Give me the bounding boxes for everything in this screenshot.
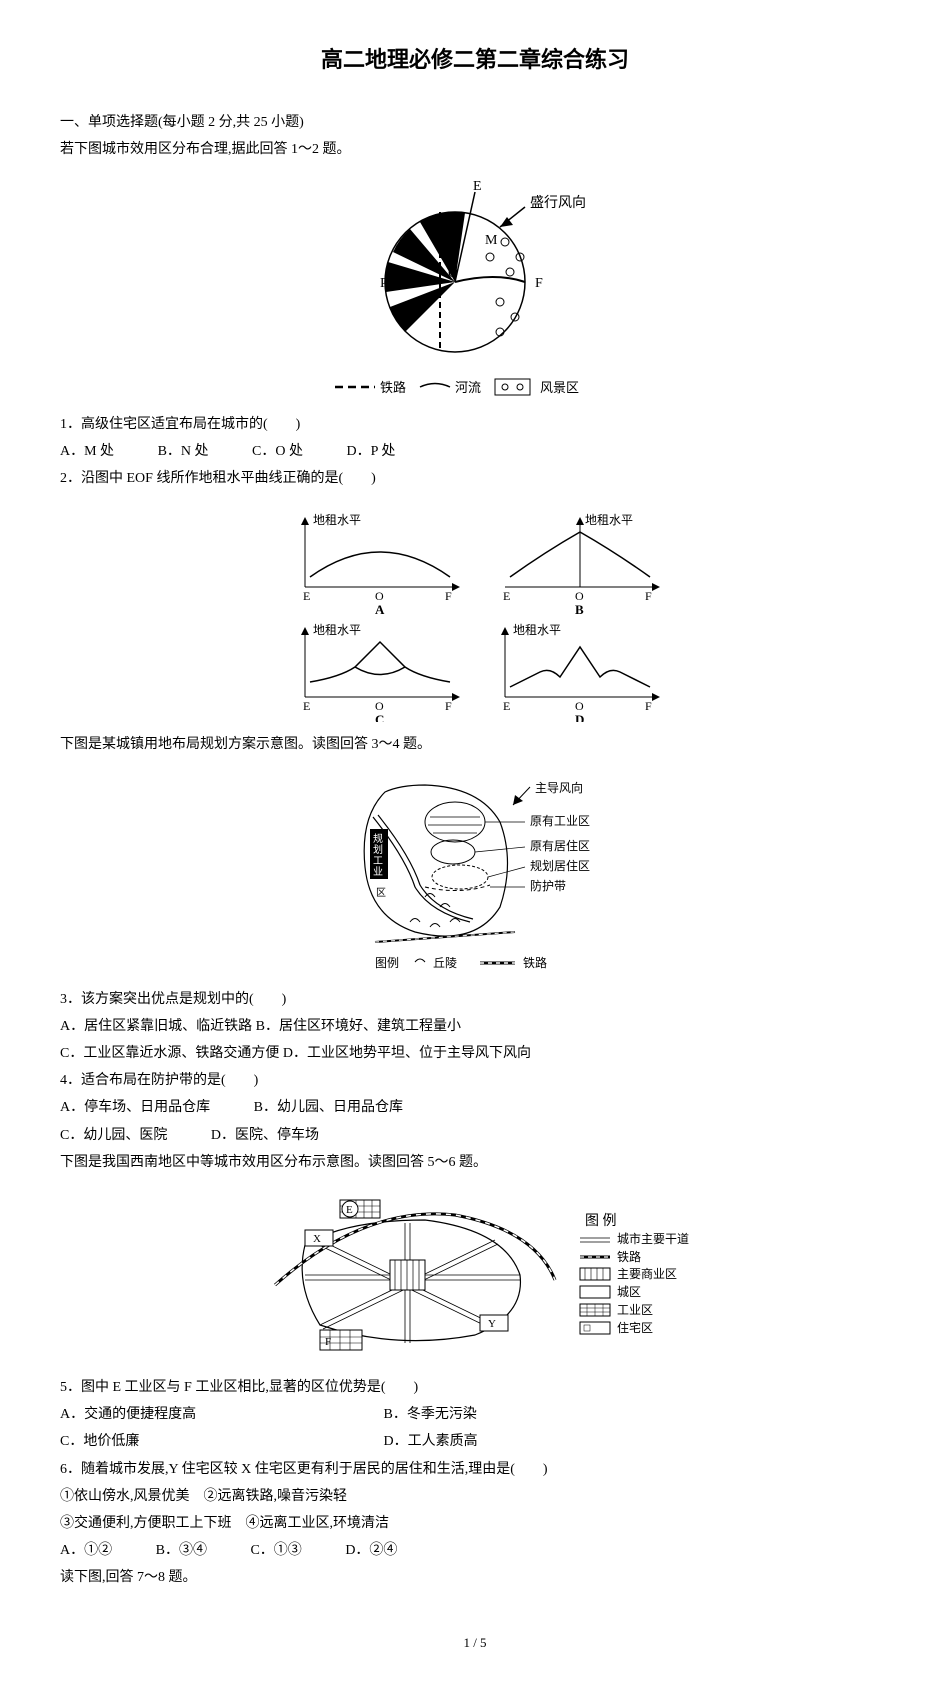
q1-opt-b: B．N 处 — [158, 439, 209, 464]
svg-text:O: O — [575, 589, 584, 603]
q6-opt-c: C．①③ — [250, 1538, 301, 1563]
svg-text:主要商业区: 主要商业区 — [617, 1266, 677, 1281]
svg-text:工: 工 — [373, 856, 383, 867]
q5-options-2: C．地价低廉 D．工人素质高 — [60, 1429, 890, 1454]
svg-text:原有居住区: 原有居住区 — [530, 839, 590, 853]
q1-opt-d: D．P 处 — [346, 439, 395, 464]
svg-text:地租水平: 地租水平 — [585, 513, 633, 527]
intro-q7-8: 读下图,回答 7～8 题。 — [60, 1565, 890, 1590]
q6-opt-b: B．③④ — [156, 1538, 207, 1563]
q4-opt-a: A．停车场、日用品仓库 — [60, 1095, 210, 1120]
svg-text:划: 划 — [373, 843, 383, 856]
q5-options-1: A．交通的便捷程度高 B．冬季无污染 — [60, 1402, 890, 1427]
label-F: F — [535, 276, 543, 291]
figure-2-charts: 地租水平 E O F A 地租水平 E O F B 地租水平 — [60, 502, 890, 722]
q1-text: 1．高级住宅区适宜布局在城市的( ) — [60, 412, 890, 437]
svg-text:O: O — [375, 589, 384, 603]
svg-text:地租水平: 地租水平 — [513, 623, 561, 637]
q6-opt-d: D．②④ — [345, 1538, 397, 1563]
label-M: M — [485, 233, 498, 248]
svg-text:E: E — [503, 589, 510, 603]
q5-opt-d: D．工人素质高 — [384, 1429, 478, 1454]
q4-opt-c: C．幼儿园、医院 — [60, 1123, 167, 1148]
q5-opt-c: C．地价低廉 — [60, 1429, 340, 1454]
svg-text:A: A — [375, 602, 385, 617]
label-E: E — [473, 179, 482, 194]
figure-5: E F X Y 图 例 城市主要干道 铁路 主要商业区 — [60, 1185, 890, 1365]
svg-text:D: D — [575, 712, 584, 722]
svg-text:E: E — [303, 699, 310, 713]
intro-q3-4: 下图是某城镇用地布局规划方案示意图。读图回答 3～4 题。 — [60, 732, 890, 757]
svg-text:防护带: 防护带 — [530, 878, 566, 893]
figure-3: 规 划 工 业 主导风向 原有工业区 原有居住区 规划居住区 防护带 区 图例 … — [60, 767, 890, 977]
svg-text:铁路: 铁路 — [523, 955, 547, 970]
legend-railway: 铁路 — [380, 380, 406, 395]
label-N: N — [430, 221, 440, 236]
q3-opts-ab: A．居住区紧靠旧城、临近铁路 B．居住区环境好、建筑工程量小 — [60, 1014, 890, 1039]
svg-text:规划居住区: 规划居住区 — [530, 858, 590, 873]
svg-text:E: E — [503, 699, 510, 713]
svg-text:住宅区: 住宅区 — [617, 1320, 653, 1335]
svg-text:F: F — [325, 1336, 331, 1348]
svg-text:E: E — [303, 589, 310, 603]
svg-text:地租水平: 地租水平 — [313, 513, 361, 527]
q3-opts-cd: C．工业区靠近水源、铁路交通方便 D．工业区地势平坦、位于主导风下风向 — [60, 1041, 890, 1066]
q4-options-1: A．停车场、日用品仓库 B．幼儿园、日用品仓库 — [60, 1095, 890, 1120]
q6-text: 6．随着城市发展,Y 住宅区较 X 住宅区更有利于居民的居住和生活,理由是( ) — [60, 1457, 890, 1482]
svg-text:B: B — [575, 602, 584, 617]
q1-opt-c: C．O 处 — [252, 439, 303, 464]
svg-text:E: E — [346, 1204, 353, 1216]
svg-text:城区: 城区 — [617, 1285, 641, 1299]
page-number: 1 / 5 — [60, 1631, 890, 1654]
label-O: O — [448, 266, 458, 281]
q1-opt-a: A．M 处 — [60, 439, 114, 464]
svg-text:主导风向: 主导风向 — [535, 780, 583, 795]
svg-text:原有工业区: 原有工业区 — [530, 814, 590, 828]
svg-text:地租水平: 地租水平 — [313, 623, 361, 637]
label-P: P — [380, 276, 388, 291]
svg-text:规: 规 — [373, 832, 383, 845]
q5-opt-b: B．冬季无污染 — [384, 1402, 477, 1427]
svg-text:F: F — [645, 589, 652, 603]
q6-opt-a: A．①② — [60, 1538, 112, 1563]
q4-text: 4．适合布局在防护带的是( ) — [60, 1068, 890, 1093]
svg-text:业: 业 — [373, 866, 383, 878]
q5-text: 5．图中 E 工业区与 F 工业区相比,显著的区位优势是( ) — [60, 1375, 890, 1400]
svg-text:C: C — [375, 712, 384, 722]
q4-opt-d: D．医院、停车场 — [211, 1123, 319, 1148]
svg-text:工业区: 工业区 — [617, 1303, 653, 1317]
svg-text:图 例: 图 例 — [585, 1213, 617, 1229]
svg-text:F: F — [445, 699, 452, 713]
intro-q5-6: 下图是我国西南地区中等城市效用区分布示意图。读图回答 5～6 题。 — [60, 1150, 890, 1175]
document-title: 高二地理必修二第二章综合练习 — [60, 40, 890, 80]
q4-opt-b: B．幼儿园、日用品仓库 — [254, 1095, 403, 1120]
svg-text:O: O — [575, 699, 584, 713]
legend-river: 河流 — [455, 380, 481, 395]
q2-text: 2．沿图中 EOF 线所作地租水平曲线正确的是( ) — [60, 466, 890, 491]
q4-options-2: C．幼儿园、医院 D．医院、停车场 — [60, 1123, 890, 1148]
figure-1: E N M O P F 盛行风向 铁路 河流 风景区 — [60, 172, 890, 402]
svg-text:城市主要干道: 城市主要干道 — [617, 1231, 689, 1246]
svg-text:丘陵: 丘陵 — [433, 956, 457, 970]
section-1-header: 一、单项选择题(每小题 2 分,共 25 小题) — [60, 110, 890, 135]
wind-label: 盛行风向 — [530, 195, 586, 211]
q1-options: A．M 处 B．N 处 C．O 处 D．P 处 — [60, 439, 890, 464]
svg-text:铁路: 铁路 — [617, 1249, 641, 1264]
legend-scenic: 风景区 — [540, 380, 579, 395]
svg-text:Y: Y — [488, 1318, 496, 1330]
q6-reasons-1: ①依山傍水,风景优美 ②远离铁路,噪音污染轻 — [60, 1484, 890, 1509]
svg-text:F: F — [445, 589, 452, 603]
svg-text:区: 区 — [374, 887, 386, 897]
q6-options: A．①② B．③④ C．①③ D．②④ — [60, 1538, 890, 1563]
q3-text: 3．该方案突出优点是规划中的( ) — [60, 987, 890, 1012]
svg-text:F: F — [645, 699, 652, 713]
q6-reasons-2: ③交通便利,方便职工上下班 ④远离工业区,环境清洁 — [60, 1511, 890, 1536]
svg-text:图例: 图例 — [375, 956, 399, 970]
intro-q1-2: 若下图城市效用区分布合理,据此回答 1～2 题。 — [60, 137, 890, 162]
svg-text:X: X — [313, 1233, 321, 1245]
q5-opt-a: A．交通的便捷程度高 — [60, 1402, 340, 1427]
svg-text:O: O — [375, 699, 384, 713]
